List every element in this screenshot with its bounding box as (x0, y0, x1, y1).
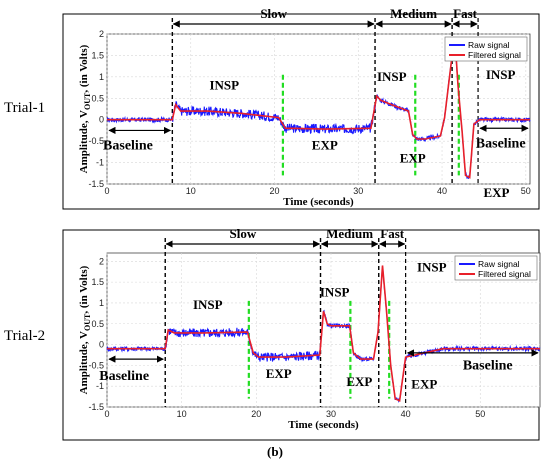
x-tick-label: 50 (521, 186, 531, 196)
x-axis-label: Time (seconds) (283, 196, 354, 208)
y-tick-label: -1 (96, 381, 104, 391)
phase-label: Medium (326, 226, 373, 241)
trial-label: Trial-1 (4, 100, 45, 116)
legend-entry: Filtered signal (468, 50, 521, 60)
legend-box (444, 36, 528, 62)
annotation-label: EXP (483, 185, 509, 200)
x-tick-label: 10 (186, 186, 196, 196)
y-tick-label: -0.5 (88, 136, 104, 146)
y-tick-label: -1.5 (88, 402, 104, 412)
legend-entry: Raw signal (468, 40, 510, 50)
y-tick-label: -0.5 (88, 360, 104, 370)
x-tick-label: 30 (326, 409, 336, 419)
annotation-label: EXP (266, 366, 292, 381)
y-tick-label: -1.5 (88, 179, 104, 189)
annotation-label: INSP (417, 260, 447, 275)
y-tick-label: -1 (96, 158, 104, 168)
chart-frame (62, 13, 540, 210)
x-tick-label: 0 (104, 409, 109, 419)
phase-label: Fast (453, 6, 478, 21)
annotation-label: EXP (400, 151, 426, 166)
y-tick-label: 0.5 (91, 93, 104, 103)
annotation-label: Baseline (476, 137, 526, 152)
annotation-label: EXP (411, 376, 437, 391)
annotation-label: EXP (346, 374, 372, 389)
phase-label: Slow (230, 226, 257, 241)
annotation-label: INSP (193, 297, 223, 312)
annotation-label: INSP (209, 78, 239, 93)
x-tick-label: 20 (270, 186, 280, 196)
y-axis-label: Amplitude, VOUT, (in Volts) (78, 265, 92, 394)
y-tick-label: 1 (99, 72, 104, 82)
annotation-label: EXP (312, 138, 338, 153)
phase-label: Fast (380, 226, 405, 241)
annotation-label: INSP (486, 67, 516, 82)
annotation-label: INSP (377, 69, 407, 84)
y-tick-label: 1 (99, 298, 104, 308)
x-tick-label: 10 (177, 409, 187, 419)
y-tick-label: 2 (99, 256, 104, 266)
trial-label: Trial-2 (4, 328, 45, 344)
phase-label: Slow (260, 6, 287, 21)
y-tick-label: 0 (99, 115, 104, 125)
x-tick-label: 30 (353, 186, 363, 196)
figure-label: (b) (267, 444, 283, 459)
x-tick-label: 20 (251, 409, 261, 419)
legend-entry: Filtered signal (478, 269, 531, 279)
legend-entry: Raw signal (478, 259, 520, 269)
phase-label: Medium (390, 6, 437, 21)
x-tick-label: 40 (437, 186, 447, 196)
x-axis-label: Time (seconds) (288, 419, 359, 431)
filtered-signal-line (107, 265, 540, 402)
x-tick-label: 0 (104, 186, 109, 196)
annotation-label: INSP (320, 285, 350, 300)
x-tick-label: 50 (475, 409, 485, 419)
y-tick-label: 2 (99, 29, 104, 39)
y-axis-label: Amplitude, VOUT, (in Volts) (78, 44, 92, 173)
filtered-signal-line (107, 46, 530, 179)
annotation-label: Baseline (103, 139, 153, 154)
y-tick-label: 0 (99, 340, 104, 350)
y-tick-label: 1.5 (91, 277, 104, 287)
legend-box (454, 255, 538, 281)
annotation-label: Baseline (463, 359, 513, 374)
y-tick-label: 0.5 (91, 319, 104, 329)
y-tick-label: 1.5 (91, 50, 104, 60)
x-tick-label: 40 (401, 409, 411, 419)
annotation-label: Baseline (99, 369, 149, 384)
